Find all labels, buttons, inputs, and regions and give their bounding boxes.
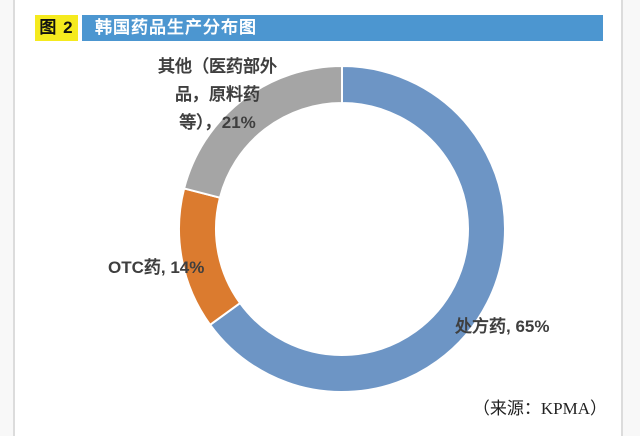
donut-segment-other [183,65,343,199]
page-gutter-right [623,0,640,436]
figure-title-banner: 韩国药品生产分布图 [82,15,603,41]
figure-number-badge: 图 2 [35,15,78,41]
page-edge-left [13,0,15,436]
donut-segment-rx [209,65,506,393]
slice-label-rx: 处方药, 65% [455,317,550,336]
slice-label-otc: OTC药, 14% [108,258,205,277]
slice-label-other: 其他（医药部外 品，原料药 等），21% [158,57,277,132]
page-gutter-left [0,0,13,436]
page-edge-right [621,0,623,436]
source-note: （来源：KPMA） [472,399,607,418]
